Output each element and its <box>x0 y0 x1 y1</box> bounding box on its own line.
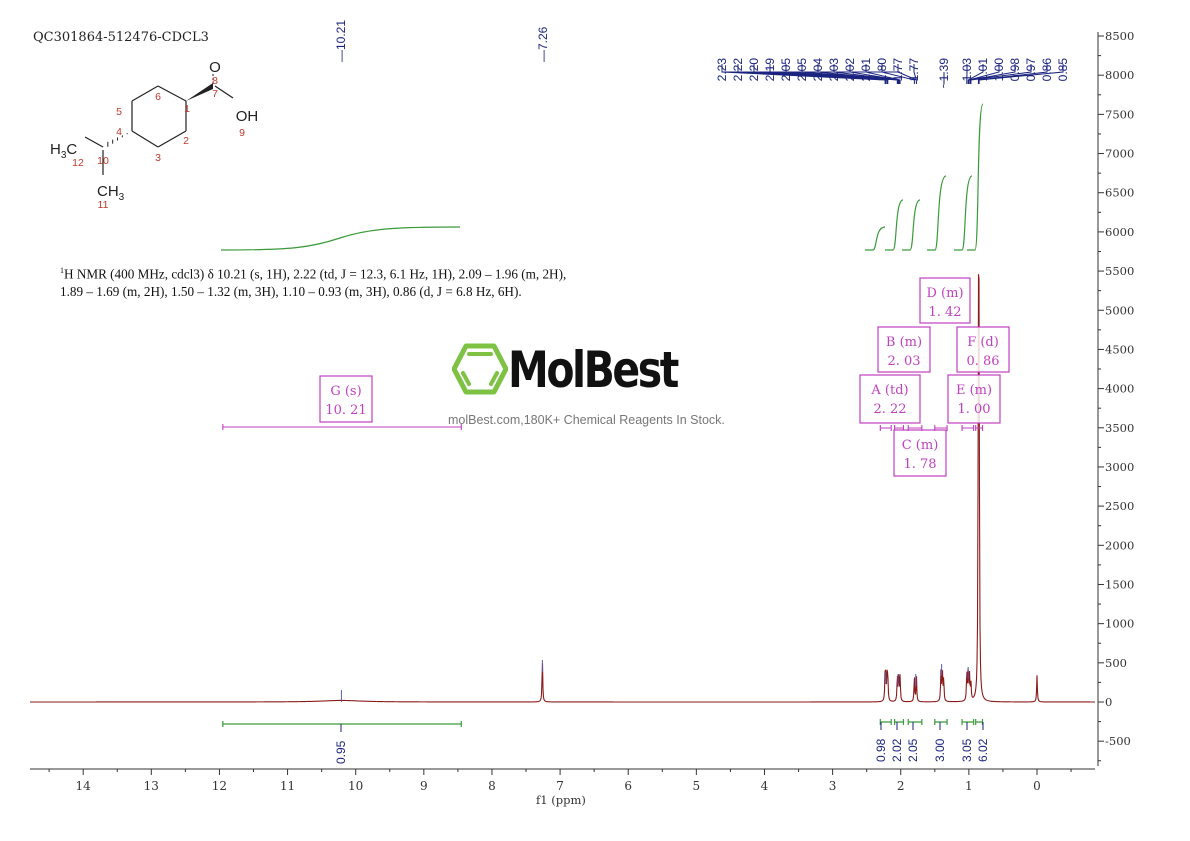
svg-text:OH: OH <box>236 108 259 125</box>
svg-text:3500: 3500 <box>1105 421 1134 435</box>
svg-text:2.02: 2.02 <box>890 738 904 762</box>
svg-text:D (m): D (m) <box>926 286 963 301</box>
svg-text:4000: 4000 <box>1105 382 1134 396</box>
svg-text:8: 8 <box>488 779 496 793</box>
svg-text:7: 7 <box>556 779 564 793</box>
svg-text:11: 11 <box>280 779 295 793</box>
y-axis: -500 0 500 1000 1500 2000 2500 3000 3500 4000 4500… <box>1097 29 1134 766</box>
svg-text:6.02: 6.02 <box>976 738 990 762</box>
svg-text:2. 22: 2. 22 <box>873 402 906 417</box>
svg-text:9: 9 <box>420 779 428 793</box>
nmr-description-line2: 1.89 – 1.69 (m, 2H), 1.50 – 1.32 (m, 3H)… <box>60 284 522 300</box>
svg-text:3.00: 3.00 <box>933 738 947 762</box>
svg-text:10. 21: 10. 21 <box>325 403 366 418</box>
svg-text:8: 8 <box>212 75 218 87</box>
svg-text:0: 0 <box>1033 779 1041 793</box>
svg-text:9: 9 <box>239 127 245 139</box>
svg-text:7000: 7000 <box>1105 147 1134 161</box>
svg-text:11: 11 <box>98 199 109 211</box>
svg-text:5: 5 <box>116 106 122 118</box>
svg-text:B (m): B (m) <box>886 335 922 350</box>
svg-text:1. 42: 1. 42 <box>928 305 961 320</box>
svg-text:1. 78: 1. 78 <box>903 457 936 472</box>
svg-text:G (s): G (s) <box>330 384 361 399</box>
svg-text:8500: 8500 <box>1105 29 1134 43</box>
svg-text:2. 03: 2. 03 <box>887 354 920 369</box>
svg-text:6500: 6500 <box>1105 186 1134 200</box>
svg-text:500: 500 <box>1105 656 1127 670</box>
svg-text:3000: 3000 <box>1105 460 1134 474</box>
brand-tagline: molBest.com,180K+ Chemical Reagents In S… <box>448 413 725 427</box>
nmr-description: 1H NMR (400 MHz, cdcl3) δ 10.21 (s, 1H),… <box>60 262 660 301</box>
svg-text:CH3: CH3 <box>97 183 125 203</box>
nmr-description-line1: 1H NMR (400 MHz, cdcl3) δ 10.21 (s, 1H),… <box>60 266 567 282</box>
svg-text:0.95: 0.95 <box>334 740 348 764</box>
multiplet-boxes: G (s) 10. 21 A (td) 2. 22 B (m) 2. 03 C (m) 1. … <box>222 277 1010 477</box>
svg-text:A (td): A (td) <box>870 383 908 398</box>
svg-text:C (m): C (m) <box>902 438 939 453</box>
svg-text:5: 5 <box>693 779 701 793</box>
svg-text:5500: 5500 <box>1105 264 1134 278</box>
svg-text:14: 14 <box>76 779 92 793</box>
svg-text:6: 6 <box>624 779 632 793</box>
svg-text:—10.21: —10.21 <box>334 20 348 62</box>
svg-text:F (d): F (d) <box>967 335 999 350</box>
svg-text:1000: 1000 <box>1105 617 1134 631</box>
brand-name: MolBest <box>508 341 679 399</box>
svg-text:6: 6 <box>155 91 161 103</box>
svg-text:7: 7 <box>212 88 218 100</box>
svg-text:4: 4 <box>761 779 769 793</box>
svg-text:—7.26: —7.26 <box>536 26 550 62</box>
svg-text:2: 2 <box>897 779 905 793</box>
svg-text:5000: 5000 <box>1105 303 1134 317</box>
svg-text:1: 1 <box>184 103 190 115</box>
svg-text:O: O <box>209 59 221 76</box>
svg-text:12: 12 <box>72 157 84 169</box>
svg-text:10: 10 <box>97 155 109 167</box>
svg-text:2000: 2000 <box>1105 538 1134 552</box>
svg-text:13: 13 <box>144 779 159 793</box>
svg-text:8000: 8000 <box>1105 68 1134 82</box>
sample-id: QC301864-512476-CDCL3 <box>33 30 209 45</box>
x-axis-label: f1 (ppm) <box>536 793 586 807</box>
svg-text:2500: 2500 <box>1105 499 1134 513</box>
benzene-logo-icon <box>452 343 508 395</box>
x-axis: 14 13 12 11 10 9 8 7 6 5 4 3 2 1 0 <box>30 768 1095 793</box>
svg-text:7500: 7500 <box>1105 107 1134 121</box>
svg-text:10: 10 <box>348 779 363 793</box>
svg-text:E (m): E (m) <box>956 383 992 398</box>
svg-text:4: 4 <box>116 126 122 138</box>
svg-text:1: 1 <box>965 779 973 793</box>
svg-text:3: 3 <box>829 779 837 793</box>
integral-curves <box>220 103 984 251</box>
svg-text:12: 12 <box>212 779 227 793</box>
svg-text:1500: 1500 <box>1105 577 1134 591</box>
svg-text:0: 0 <box>1105 695 1112 709</box>
svg-text:0.98: 0.98 <box>874 738 888 762</box>
integral-bars: 0.95 0.98 2.02 2.05 3.00 3.05 6.02 <box>222 719 990 764</box>
svg-text:3.05: 3.05 <box>960 738 974 762</box>
svg-text:1. 00: 1. 00 <box>957 402 990 417</box>
spectrum-trace <box>30 274 1095 703</box>
svg-text:H3C: H3C <box>50 141 77 161</box>
svg-text:6000: 6000 <box>1105 225 1134 239</box>
svg-text:0. 86: 0. 86 <box>966 354 999 369</box>
svg-text:4500: 4500 <box>1105 342 1134 356</box>
svg-text:2.05: 2.05 <box>906 738 920 762</box>
svg-text:-500: -500 <box>1105 734 1131 748</box>
svg-text:2: 2 <box>183 135 189 147</box>
peak-labels: —10.21 —7.262.23 2.22 2.20 2.19 2.05 2.05 2.04 2… <box>334 20 1070 89</box>
svg-text:3: 3 <box>155 152 161 164</box>
